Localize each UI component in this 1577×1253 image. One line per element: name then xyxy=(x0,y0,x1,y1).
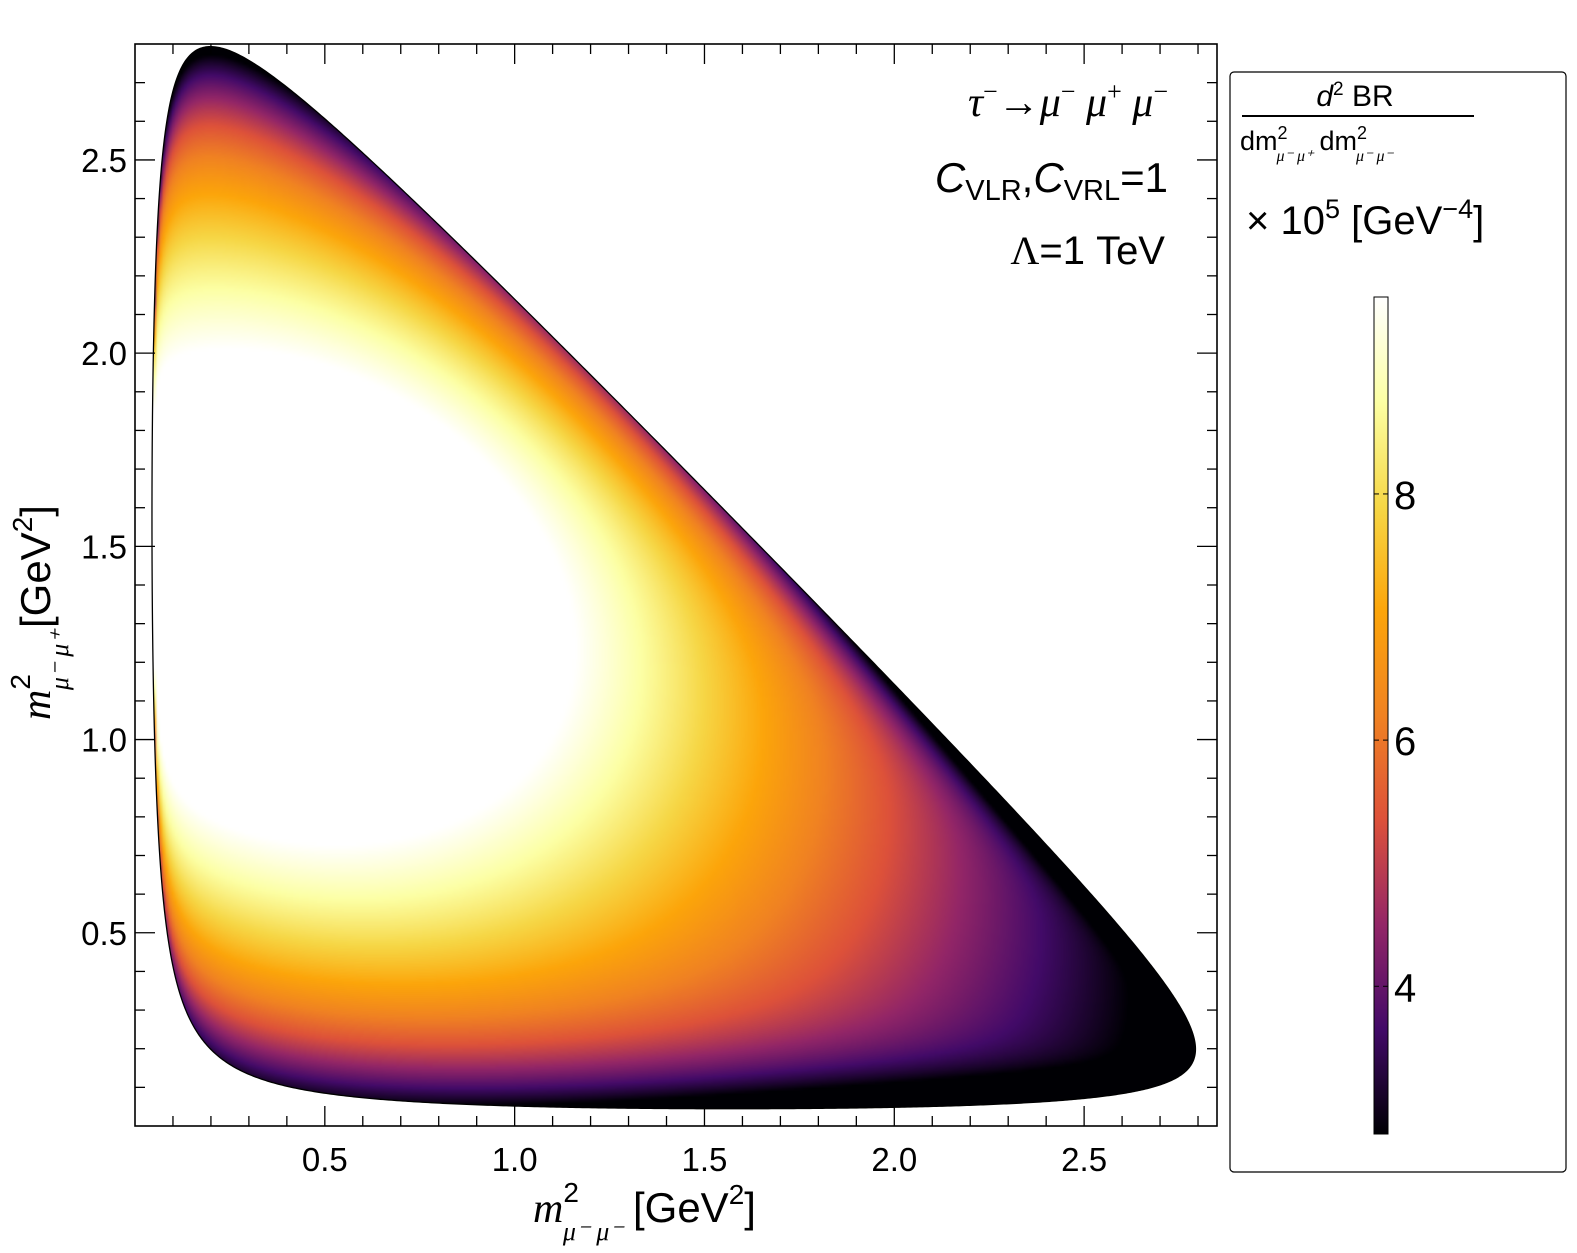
colorbar-ticks: 4 6 8 xyxy=(1374,474,1416,1010)
colorbar-tick-label: 4 xyxy=(1394,966,1416,1010)
y-tick-label: 2.0 xyxy=(81,335,127,372)
colorbar-gradient xyxy=(1373,296,1389,1135)
x-tick-label: 2.5 xyxy=(1061,1141,1107,1178)
y-tick-label: 2.5 xyxy=(81,142,127,179)
x-tick-label: 1.5 xyxy=(682,1141,728,1178)
colorbar-title-numerator: d2 BR xyxy=(1316,79,1393,113)
coupling-annotation: CVLR,CVRL=1 xyxy=(935,154,1168,207)
dalitz-boundary xyxy=(151,45,1197,1110)
y-axis-label: m2 μ⁻ μ⁺[GeV2] xyxy=(5,505,74,720)
colorbar-tick-label: 6 xyxy=(1394,720,1416,764)
colorbar-scale-label: × 105 [GeV−4] xyxy=(1246,194,1484,243)
x-axis-label: m2 μ⁻ μ⁻[GeV2] xyxy=(533,1177,756,1246)
scale-annotation: Λ=1 TeV xyxy=(1010,228,1165,273)
y-tick-label: 0.5 xyxy=(81,915,127,952)
x-axis-ticks: 0.5 1.0 1.5 2.0 2.5 xyxy=(172,44,1199,1178)
colorbar-title-denominator: dm2 μ⁻ μ⁺dm2 μ⁻ μ⁻ xyxy=(1240,123,1395,165)
y-tick-label: 1.0 xyxy=(81,722,127,759)
y-axis-ticks: 0.5 1.0 1.5 2.0 2.5 xyxy=(81,81,1217,1089)
process-annotation: τ−→μ− μ+ μ− xyxy=(968,77,1168,126)
colorbar-tick-label: 8 xyxy=(1394,474,1416,518)
colorbar-panel xyxy=(1229,71,1567,1173)
y-tick-label: 1.5 xyxy=(81,528,127,565)
x-tick-label: 2.0 xyxy=(871,1141,917,1178)
x-tick-label: 1.0 xyxy=(492,1141,538,1178)
x-tick-label: 0.5 xyxy=(302,1141,348,1178)
